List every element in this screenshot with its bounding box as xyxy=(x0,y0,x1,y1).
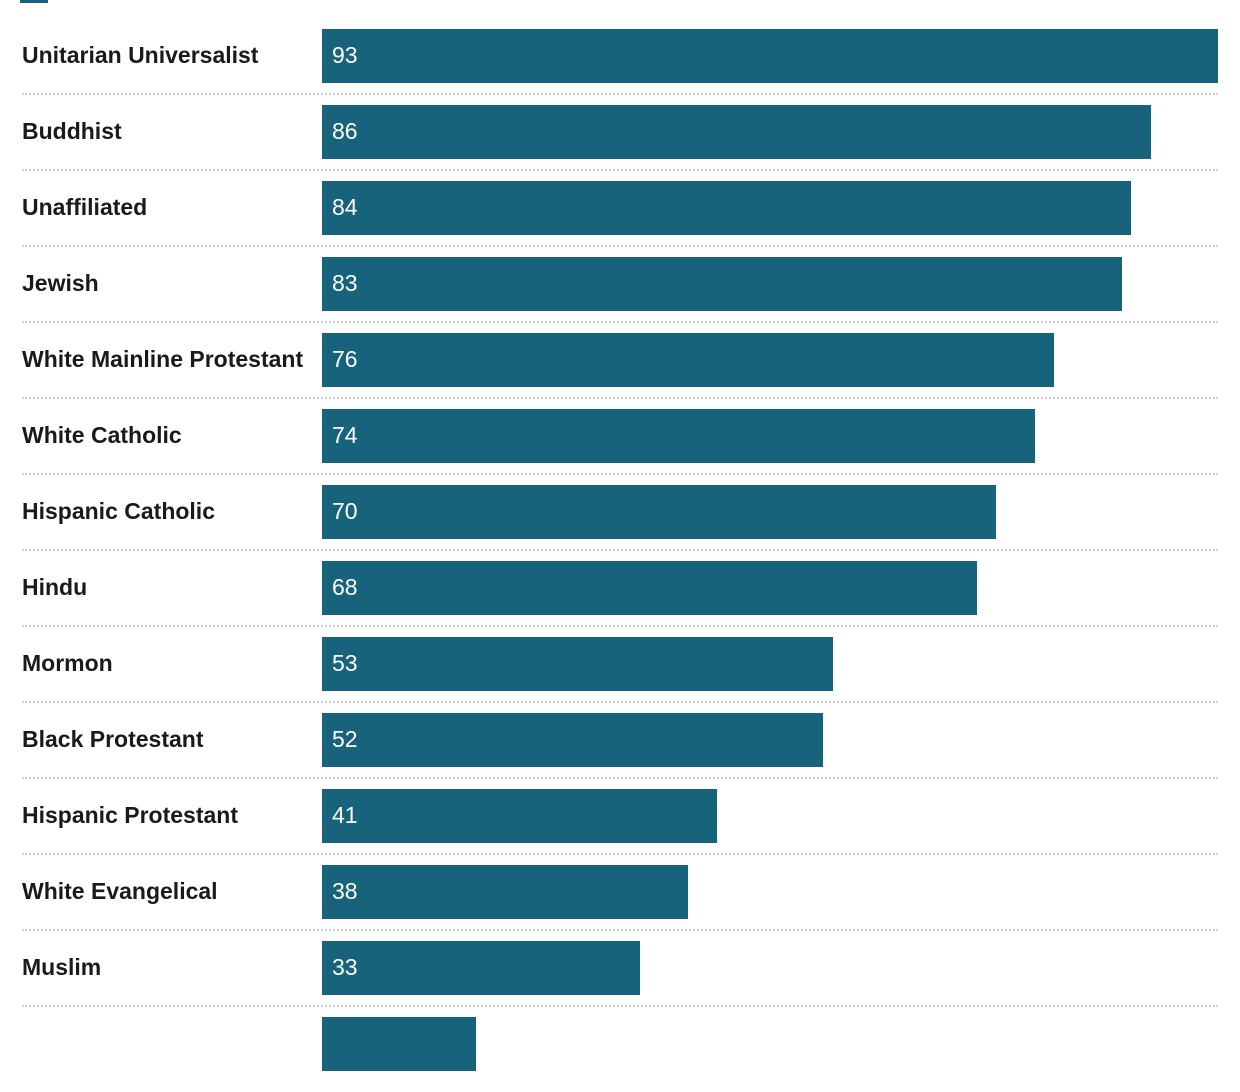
category-label: White Evangelical xyxy=(22,878,218,904)
bar-value-label: 93 xyxy=(332,42,358,68)
bar-value-label: 38 xyxy=(332,878,358,904)
chart-row: White Evangelical 38 xyxy=(22,864,1218,940)
row-divider xyxy=(22,245,1218,247)
bar-partial xyxy=(322,1017,476,1071)
bar-value-label: 74 xyxy=(332,422,358,448)
chart-row: Mormon 53 xyxy=(22,636,1218,712)
chart-row: Buddhist 86 xyxy=(22,104,1218,180)
bar-value-label: 70 xyxy=(332,498,358,524)
chart-row: Hindu 68 xyxy=(22,560,1218,636)
bar-value-label: 84 xyxy=(332,194,358,220)
bar: 53 xyxy=(322,637,833,691)
bar-value-label: 76 xyxy=(332,346,358,372)
chart-row: Unitarian Universalist 93 xyxy=(22,28,1218,104)
bar: 38 xyxy=(322,865,688,919)
category-label: White Catholic xyxy=(22,422,182,448)
row-divider xyxy=(22,473,1218,475)
bar-value-label: 41 xyxy=(332,802,358,828)
chart-row: Black Protestant 52 xyxy=(22,712,1218,788)
bar: 33 xyxy=(322,941,640,995)
bar-value-label: 53 xyxy=(332,650,358,676)
row-divider xyxy=(22,321,1218,323)
chart-row: Hispanic Protestant 41 xyxy=(22,788,1218,864)
bar: 52 xyxy=(322,713,823,767)
row-divider xyxy=(22,397,1218,399)
chart-row: White Catholic 74 xyxy=(22,408,1218,484)
category-label: Hispanic Protestant xyxy=(22,802,238,828)
row-divider xyxy=(22,929,1218,931)
row-divider xyxy=(22,1005,1218,1007)
bar: 76 xyxy=(322,333,1054,387)
category-label: Unitarian Universalist xyxy=(22,42,259,68)
row-divider xyxy=(22,93,1218,95)
bar-chart: Unitarian Universalist 93 Buddhist 86 Unaffi… xyxy=(20,0,1218,1071)
chart-row: Jewish 83 xyxy=(22,256,1218,332)
chart-row: Hispanic Catholic 70 xyxy=(22,484,1218,560)
category-label: Hispanic Catholic xyxy=(22,498,215,524)
category-label: Muslim xyxy=(22,954,102,980)
bar: 74 xyxy=(322,409,1035,463)
category-label: White Mainline Protestant xyxy=(22,346,304,372)
legend-swatch xyxy=(20,0,48,3)
category-label: Mormon xyxy=(22,650,113,676)
chart-row-partial xyxy=(22,1016,1218,1092)
bar-value-label: 86 xyxy=(332,118,358,144)
chart-row: Muslim 33 xyxy=(22,940,1218,1016)
category-label: Hindu xyxy=(22,574,88,600)
row-divider xyxy=(22,169,1218,171)
chart-row: Unaffiliated 84 xyxy=(22,180,1218,256)
row-divider xyxy=(22,625,1218,627)
bar: 93 xyxy=(322,29,1218,83)
chart-row: White Mainline Protestant 76 xyxy=(22,332,1218,408)
bar-value-label: 33 xyxy=(332,954,358,980)
row-divider xyxy=(22,777,1218,779)
category-label: Black Protestant xyxy=(22,726,204,752)
row-divider xyxy=(22,549,1218,551)
category-label: Buddhist xyxy=(22,118,122,144)
category-label: Unaffiliated xyxy=(22,194,148,220)
bar: 86 xyxy=(322,105,1151,159)
bar-value-label: 68 xyxy=(332,574,358,600)
bar: 41 xyxy=(322,789,717,843)
row-divider xyxy=(22,853,1218,855)
bar-value-label: 83 xyxy=(332,270,358,296)
row-divider xyxy=(22,701,1218,703)
bar: 84 xyxy=(322,181,1131,235)
bar: 70 xyxy=(322,485,996,539)
category-label: Jewish xyxy=(22,270,99,296)
bar: 68 xyxy=(322,561,977,615)
bar-value-label: 52 xyxy=(332,726,358,752)
bar: 83 xyxy=(322,257,1122,311)
